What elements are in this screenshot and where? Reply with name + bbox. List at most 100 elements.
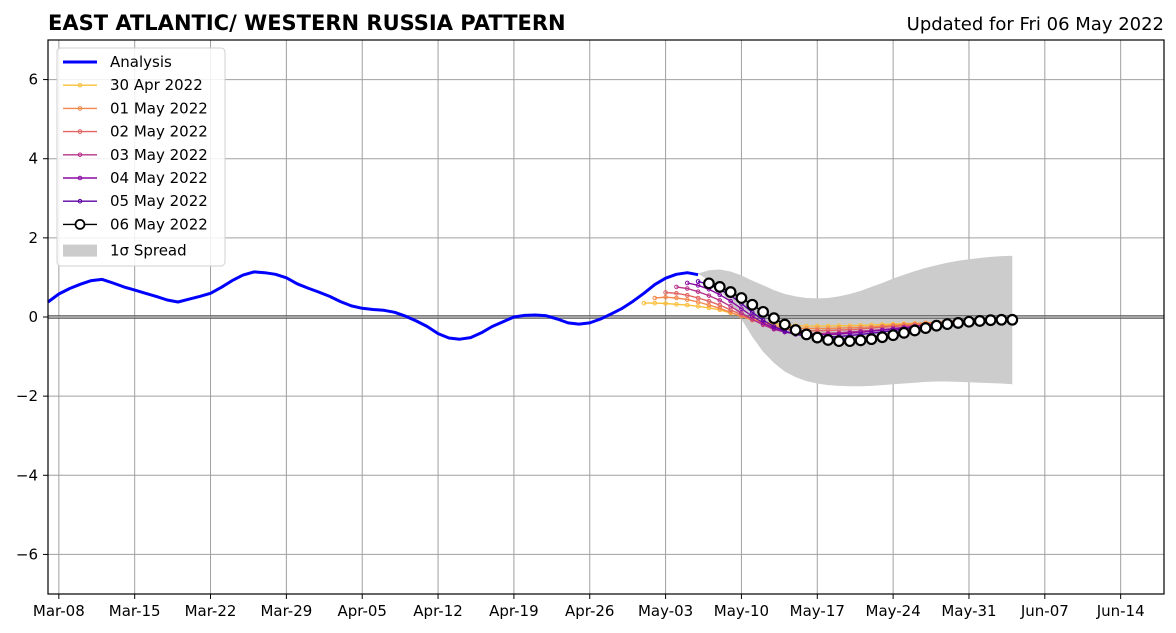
forecast-point bbox=[1006, 313, 1019, 326]
forecast-point bbox=[684, 292, 690, 298]
forecast-point bbox=[695, 304, 701, 309]
legend-swatch bbox=[63, 244, 97, 257]
y-tick-label: 6 bbox=[28, 71, 38, 89]
forecast-point bbox=[717, 292, 723, 298]
legend-label: 1σ Spread bbox=[110, 242, 187, 260]
forecast-point bbox=[811, 331, 824, 344]
legend-marker bbox=[77, 175, 83, 181]
x-tick-label: Mar-08 bbox=[33, 602, 85, 620]
legend-entry: 1σ Spread bbox=[63, 242, 187, 260]
legend-entry: 05 May 2022 bbox=[63, 192, 208, 210]
forecast-point bbox=[674, 290, 679, 296]
updated-date: Updated for Fri 06 May 2022 bbox=[907, 14, 1164, 35]
legend-entry: 02 May 2022 bbox=[63, 123, 208, 141]
legend-box bbox=[56, 47, 226, 267]
forecast-point bbox=[746, 298, 759, 311]
legend-marker bbox=[77, 82, 83, 88]
forecast-point bbox=[739, 310, 744, 316]
forecast-point bbox=[739, 306, 744, 311]
forecast-point bbox=[724, 286, 737, 298]
forecast-point bbox=[789, 324, 802, 336]
forecast-point bbox=[674, 295, 679, 301]
forecast-point bbox=[728, 304, 733, 309]
forecast-point bbox=[695, 279, 701, 284]
forecast-point bbox=[833, 335, 845, 348]
forecast-point bbox=[760, 320, 766, 326]
forecast-point bbox=[984, 314, 997, 327]
forecast-point bbox=[652, 295, 658, 301]
legend-label: Analysis bbox=[110, 53, 172, 71]
forecast-point bbox=[652, 300, 658, 306]
legend-marker bbox=[77, 129, 83, 134]
forecast-point bbox=[952, 317, 965, 329]
series-layer bbox=[47, 270, 1019, 348]
forecast-point bbox=[695, 289, 701, 294]
x-tick-label: Apr-26 bbox=[565, 602, 615, 620]
x-tick-label: May-24 bbox=[866, 602, 921, 620]
legend: Analysis 30 Apr 2022 01 May 2022 02 May 202… bbox=[56, 47, 226, 267]
legend-marker bbox=[77, 106, 83, 111]
forecast-point bbox=[695, 295, 701, 301]
forecast-point bbox=[941, 318, 954, 331]
forecast-point bbox=[728, 298, 733, 304]
y-tick-label: 4 bbox=[28, 150, 38, 168]
chart-title: EAST ATLANTIC/ WESTERN RUSSIA PATTERN bbox=[48, 11, 566, 35]
legend-label: 03 May 2022 bbox=[110, 146, 208, 164]
x-tick-label: Apr-05 bbox=[337, 602, 387, 620]
forecast-point bbox=[995, 313, 1008, 326]
forecast-point bbox=[963, 315, 975, 328]
y-tick-label: −6 bbox=[16, 545, 38, 563]
forecast-point bbox=[919, 322, 932, 334]
forecast-point bbox=[908, 324, 921, 337]
spread-layer bbox=[698, 255, 1013, 387]
forecast-point bbox=[713, 281, 726, 293]
forecast-point bbox=[822, 334, 835, 346]
forecast-point bbox=[717, 302, 723, 308]
legend-entry: 06 May 2022 bbox=[63, 215, 208, 233]
forecast-point bbox=[854, 334, 867, 347]
forecast-point bbox=[876, 331, 889, 344]
forecast-series bbox=[703, 277, 1019, 348]
forecast-point bbox=[674, 284, 679, 290]
y-tick-label: −4 bbox=[16, 466, 38, 484]
x-tick-label: Mar-29 bbox=[260, 602, 312, 620]
axes: Mar-08 Mar-15 Mar-22 Mar-29 Apr-05 Apr-12 Apr-… bbox=[16, 39, 1165, 620]
forecast-point bbox=[898, 326, 910, 339]
legend-entry: 03 May 2022 bbox=[63, 146, 208, 164]
y-tick-label: 0 bbox=[28, 308, 38, 326]
legend-marker bbox=[77, 152, 83, 158]
forecast-point bbox=[717, 298, 723, 303]
forecast-point bbox=[706, 298, 712, 304]
forecast-point bbox=[703, 277, 715, 290]
legend-label: 06 May 2022 bbox=[110, 215, 208, 233]
forecast-point bbox=[684, 286, 690, 291]
legend-label: 02 May 2022 bbox=[110, 123, 208, 141]
legend-marker bbox=[77, 198, 83, 204]
forecast-point bbox=[641, 300, 647, 306]
x-tick-label: Mar-15 bbox=[109, 602, 161, 620]
legend-label: 05 May 2022 bbox=[110, 192, 208, 210]
plot-frame bbox=[47, 39, 1165, 595]
x-tick-label: Apr-12 bbox=[413, 602, 463, 620]
analysis-line bbox=[47, 270, 699, 341]
x-tick-label: Mar-22 bbox=[185, 602, 237, 620]
forecast-point bbox=[973, 315, 986, 327]
forecast-point bbox=[865, 333, 878, 346]
y-tick-label: −2 bbox=[16, 387, 38, 405]
x-tick-label: May-10 bbox=[714, 602, 769, 620]
x-tick-label: May-17 bbox=[790, 602, 845, 620]
forecast-point bbox=[663, 294, 668, 300]
forecast-point bbox=[843, 335, 856, 348]
forecast-point bbox=[760, 317, 766, 323]
legend-entry: 30 Apr 2022 bbox=[63, 76, 203, 94]
x-tick-label: Jun-07 bbox=[1020, 602, 1069, 620]
forecast-point bbox=[757, 305, 770, 318]
x-tick-label: Jun-14 bbox=[1096, 602, 1145, 620]
forecast-point bbox=[706, 305, 712, 311]
legend-label: 01 May 2022 bbox=[110, 99, 208, 117]
spread-band bbox=[698, 255, 1013, 387]
legend-entry: Analysis bbox=[63, 53, 172, 71]
forecast-point bbox=[706, 293, 712, 298]
legend-label: 30 Apr 2022 bbox=[110, 76, 203, 94]
x-tick-label: May-03 bbox=[638, 602, 693, 620]
